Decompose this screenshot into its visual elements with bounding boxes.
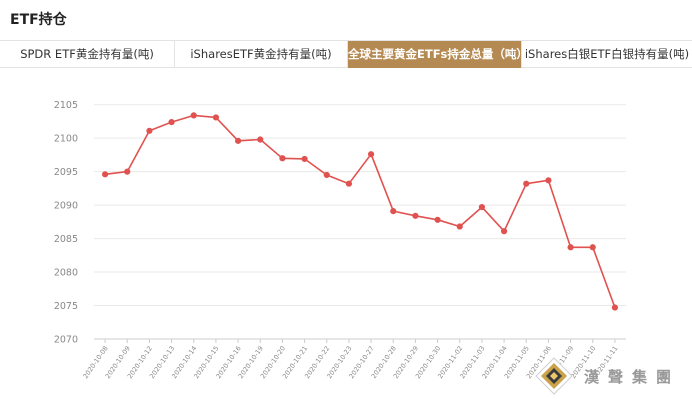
data-point (124, 168, 131, 175)
data-point (101, 171, 109, 178)
data-point (279, 155, 286, 162)
data-point (234, 137, 242, 144)
y-tick-label: 2070 (54, 335, 78, 346)
y-tick-label: 2095 (54, 167, 78, 178)
tab-ishares-gold[interactable]: iSharesETF黄金持有量(吨) (175, 41, 348, 68)
data-point (545, 177, 552, 184)
data-point (589, 244, 596, 251)
y-tick-label: 2100 (54, 134, 78, 145)
data-point (190, 112, 197, 119)
data-point (212, 114, 220, 121)
data-point (323, 171, 330, 179)
page-header: ETF持仓 (0, 0, 692, 40)
data-point (168, 119, 175, 126)
data-point (367, 151, 375, 158)
data-point (390, 208, 397, 215)
series-line-0 (105, 114, 616, 308)
tab-spdr-gold[interactable]: SPDR ETF黄金持有量(吨) (0, 41, 175, 68)
tab-global-gold-etfs[interactable]: 全球主要黄金ETFs持金总量（吨） (348, 41, 522, 68)
tab-bar: SPDR ETF黄金持有量(吨) iSharesETF黄金持有量(吨) 全球主要… (0, 40, 692, 68)
data-point (345, 180, 353, 187)
data-point (523, 180, 530, 187)
data-point (146, 127, 153, 134)
watermark-text: 漢聲集團 (584, 368, 681, 386)
data-point (611, 304, 619, 311)
tab-ishares-silver[interactable]: iShares白银ETF白银持有量(吨) (524, 47, 690, 61)
data-point (567, 244, 574, 251)
data-point (434, 216, 441, 223)
watermark: 漢聲集團 (528, 352, 692, 406)
data-point (500, 228, 508, 235)
y-tick-label: 2105 (54, 100, 78, 111)
data-point (412, 212, 419, 219)
chart-area: 2070 2075 2080 2085 2090 2095 2100 2105 2020-10-… (0, 68, 692, 406)
page-title: ETF持仓 (10, 12, 67, 28)
data-point (257, 136, 264, 143)
data-point (456, 223, 463, 230)
y-tick-label: 2090 (54, 201, 78, 212)
data-point (478, 204, 486, 211)
gold-diamond-logo-icon (535, 357, 573, 395)
y-tick-label: 2085 (54, 234, 78, 245)
y-tick-label: 2075 (54, 301, 78, 312)
y-tick-label: 2080 (54, 268, 78, 279)
line-chart: 207020752080208520902095210021052020-10-… (54, 100, 626, 380)
data-point (301, 155, 308, 163)
